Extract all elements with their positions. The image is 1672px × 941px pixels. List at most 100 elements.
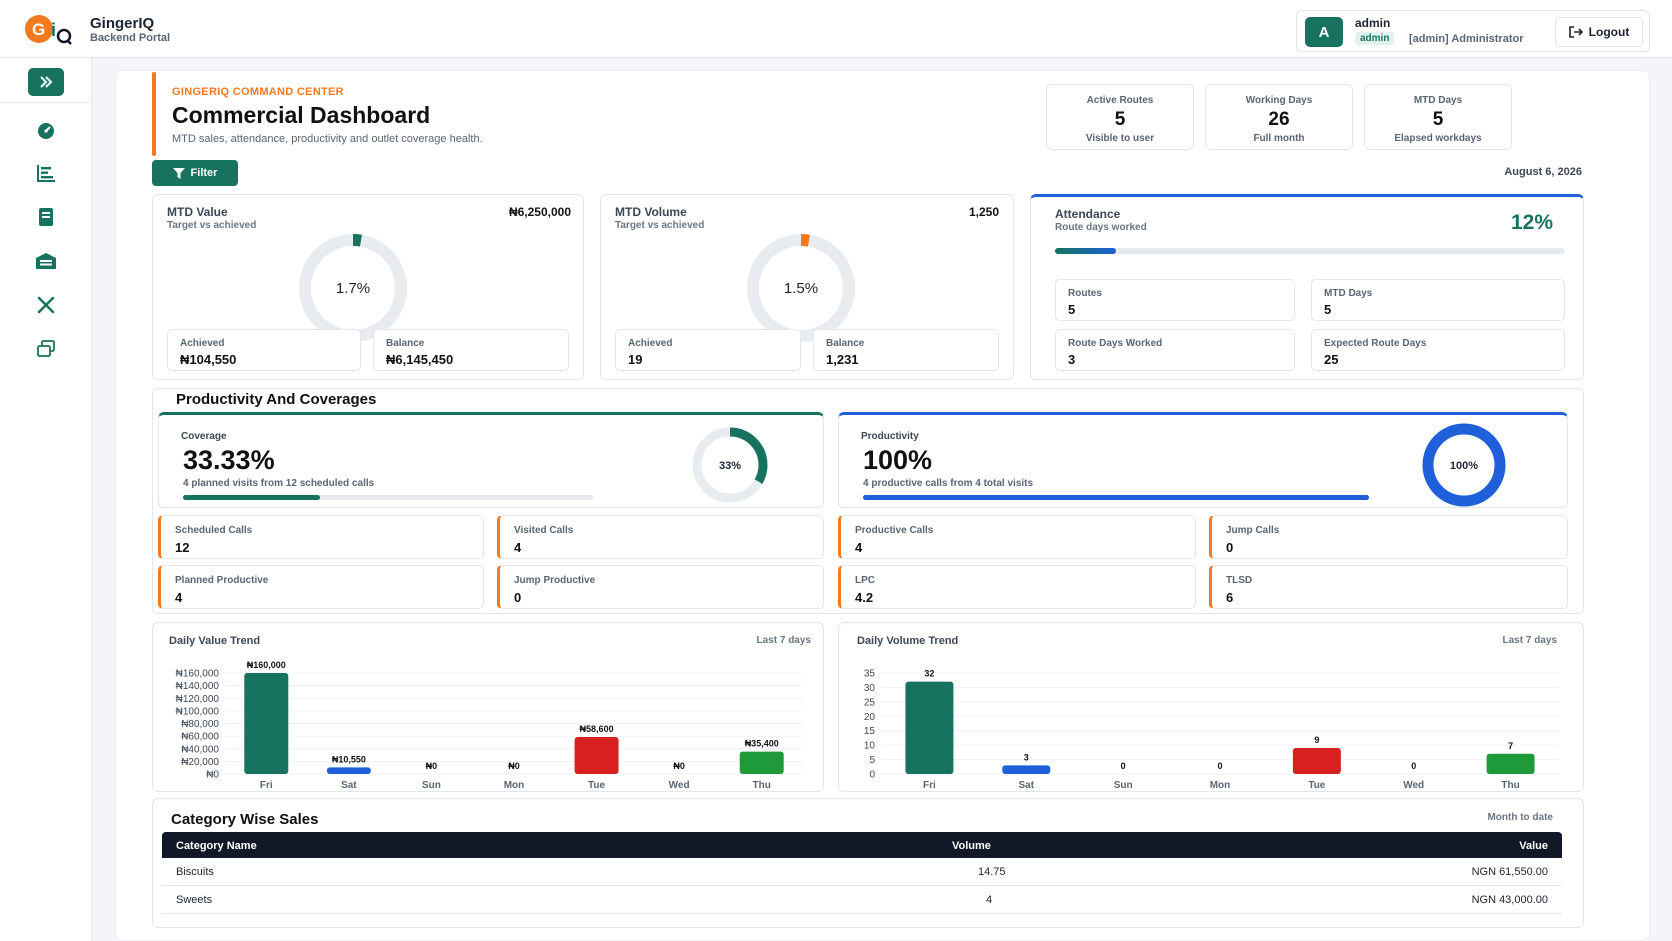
category-volume: 4 bbox=[986, 894, 993, 906]
sidebar-item-tools[interactable] bbox=[34, 294, 58, 316]
bar-tue bbox=[1292, 748, 1341, 774]
attendance-routes-box: Routes 5 bbox=[1055, 279, 1295, 321]
user-box: A admin admin [admin] Administrator Logo… bbox=[1296, 10, 1650, 52]
y-tick-label: 35 bbox=[864, 669, 876, 680]
sidebar-item-catalog[interactable] bbox=[34, 206, 58, 228]
stat-value: 5 bbox=[1114, 109, 1126, 130]
card-title: Attendance bbox=[1055, 207, 1121, 221]
box-value: ₦104,550 bbox=[180, 352, 237, 367]
mtd-volume-card: MTD Volume Target vs achieved 1,250 1.5%… bbox=[600, 194, 1014, 380]
bar-sat bbox=[326, 767, 371, 774]
metric-value: 4 bbox=[855, 540, 863, 555]
stat-value: 5 bbox=[1432, 109, 1444, 130]
page-subtitle: MTD sales, attendance, productivity and … bbox=[172, 133, 483, 145]
coverage-value: 33.33% bbox=[183, 445, 275, 475]
metric-label: Jump Calls bbox=[1226, 525, 1280, 536]
achieved-box: Achieved ₦104,550 bbox=[167, 329, 361, 371]
brand-subtitle: Backend Portal bbox=[90, 32, 171, 44]
hero-accent-bar bbox=[152, 72, 156, 156]
box-label: Expected Route Days bbox=[1324, 338, 1427, 349]
table-row[interactable]: Biscuits 14.75 NGN 61,550.00 bbox=[162, 858, 1562, 886]
y-tick-label: ₦120,000 bbox=[176, 694, 220, 705]
table-row[interactable]: Sweets 4 NGN 43,000.00 bbox=[162, 886, 1562, 914]
x-tick-label: Tue bbox=[588, 780, 605, 791]
metric-visited-calls: Visited Calls 4 bbox=[497, 515, 824, 559]
attendance-percent: 12% bbox=[1510, 211, 1553, 234]
sidebar-item-warehouse[interactable] bbox=[34, 250, 58, 272]
column-header-value[interactable]: Value bbox=[1519, 840, 1548, 852]
data-label: ₦35,400 bbox=[745, 739, 779, 749]
daily-volume-chart: 0 5 10 15 20 25 30 35 32 Fri 3 Sat 0 Sun 0 Mon 9 Tue 0 Wed 7… bbox=[864, 669, 1559, 791]
mtd-value-ring: 1.7% bbox=[299, 234, 407, 342]
stat-label: Active Routes bbox=[1086, 95, 1154, 106]
y-tick-label: 0 bbox=[869, 770, 875, 781]
stat-value: 26 bbox=[1268, 109, 1290, 130]
book-icon bbox=[39, 208, 53, 226]
chart-subtitle: Last 7 days bbox=[1502, 635, 1557, 646]
category-table-header: Category Name Volume Value bbox=[162, 832, 1562, 858]
box-value: 3 bbox=[1068, 352, 1076, 367]
y-tick-label: 15 bbox=[864, 726, 876, 737]
metric-lpc: LPC 4.2 bbox=[838, 565, 1196, 609]
data-label: ₦160,000 bbox=[247, 660, 286, 670]
sidebar-toggle-button[interactable] bbox=[28, 68, 64, 96]
avatar[interactable]: A bbox=[1305, 17, 1343, 47]
current-date: August 6, 2026 bbox=[1504, 166, 1582, 178]
double-chevron-right-icon bbox=[40, 76, 53, 88]
ring-label: 100% bbox=[1450, 460, 1478, 472]
productivity-progress-fill bbox=[863, 495, 1369, 500]
coverage-card: Coverage 33.33% 4 planned visits from 12… bbox=[158, 412, 824, 508]
box-value: 5 bbox=[1068, 302, 1076, 317]
stat-mtd-days: MTD Days 5 Elapsed workdays bbox=[1364, 84, 1512, 150]
user-role: [admin] Administrator bbox=[1409, 33, 1524, 45]
data-label: 7 bbox=[1508, 741, 1513, 751]
daily-value-chart: ₦0₦20,000₦40,000₦60,000₦80,000₦100,000₦1… bbox=[176, 660, 803, 791]
sidebar-item-dashboard[interactable] bbox=[34, 120, 58, 142]
filter-label: Filter bbox=[190, 167, 218, 179]
data-label: ₦0 bbox=[426, 761, 438, 771]
svg-text:i: i bbox=[51, 20, 56, 40]
bar-sat bbox=[1002, 765, 1051, 774]
coverage-ring: 33% bbox=[692, 427, 768, 503]
metric-value: 0 bbox=[514, 590, 522, 605]
balance-box: Balance ₦6,145,450 bbox=[373, 329, 569, 371]
y-tick-label: ₦140,000 bbox=[176, 681, 220, 692]
filter-icon bbox=[172, 167, 185, 179]
ring-label: 1.7% bbox=[336, 280, 370, 297]
ring-progress bbox=[1422, 423, 1506, 507]
x-tick-label: Sun bbox=[1114, 780, 1133, 791]
column-header-volume[interactable]: Volume bbox=[952, 840, 991, 852]
logout-button[interactable]: Logout bbox=[1555, 17, 1643, 47]
box-label: Balance bbox=[826, 338, 865, 349]
sidebar-divider bbox=[0, 102, 92, 103]
y-tick-label: ₦60,000 bbox=[181, 732, 219, 743]
y-tick-label: ₦80,000 bbox=[181, 719, 219, 730]
ring-progress bbox=[299, 234, 407, 342]
bar-tue bbox=[574, 737, 619, 774]
category-name: Biscuits bbox=[176, 866, 214, 878]
metric-label: Jump Productive bbox=[514, 575, 596, 586]
x-tick-label: Mon bbox=[504, 780, 525, 791]
coverage-progress-fill bbox=[183, 495, 320, 500]
card-title: MTD Volume bbox=[615, 205, 687, 219]
box-value: ₦6,145,450 bbox=[386, 352, 454, 367]
data-label: 9 bbox=[1314, 735, 1319, 745]
sidebar-item-reports[interactable] bbox=[34, 162, 58, 184]
sidebar-item-windows[interactable] bbox=[34, 338, 58, 360]
box-value: 25 bbox=[1324, 352, 1339, 367]
coverage-label: Coverage bbox=[181, 431, 227, 442]
metric-label: LPC bbox=[855, 575, 875, 586]
column-header-category[interactable]: Category Name bbox=[176, 840, 257, 852]
attendance-progress-bar bbox=[1055, 248, 1565, 254]
metric-value: 4 bbox=[514, 540, 522, 555]
y-tick-label: 20 bbox=[864, 712, 876, 723]
user-name: admin bbox=[1355, 16, 1391, 30]
filter-button[interactable]: Filter bbox=[152, 160, 238, 186]
ring-label: 33% bbox=[719, 460, 741, 472]
y-tick-label: ₦20,000 bbox=[181, 757, 219, 768]
chart-title: Daily Value Trend bbox=[169, 635, 261, 647]
card-target: 1,250 bbox=[968, 205, 999, 219]
metric-value: 0 bbox=[1226, 540, 1234, 555]
x-tick-label: Sun bbox=[422, 780, 441, 791]
attendance-mtd-days-box: MTD Days 5 bbox=[1311, 279, 1565, 321]
